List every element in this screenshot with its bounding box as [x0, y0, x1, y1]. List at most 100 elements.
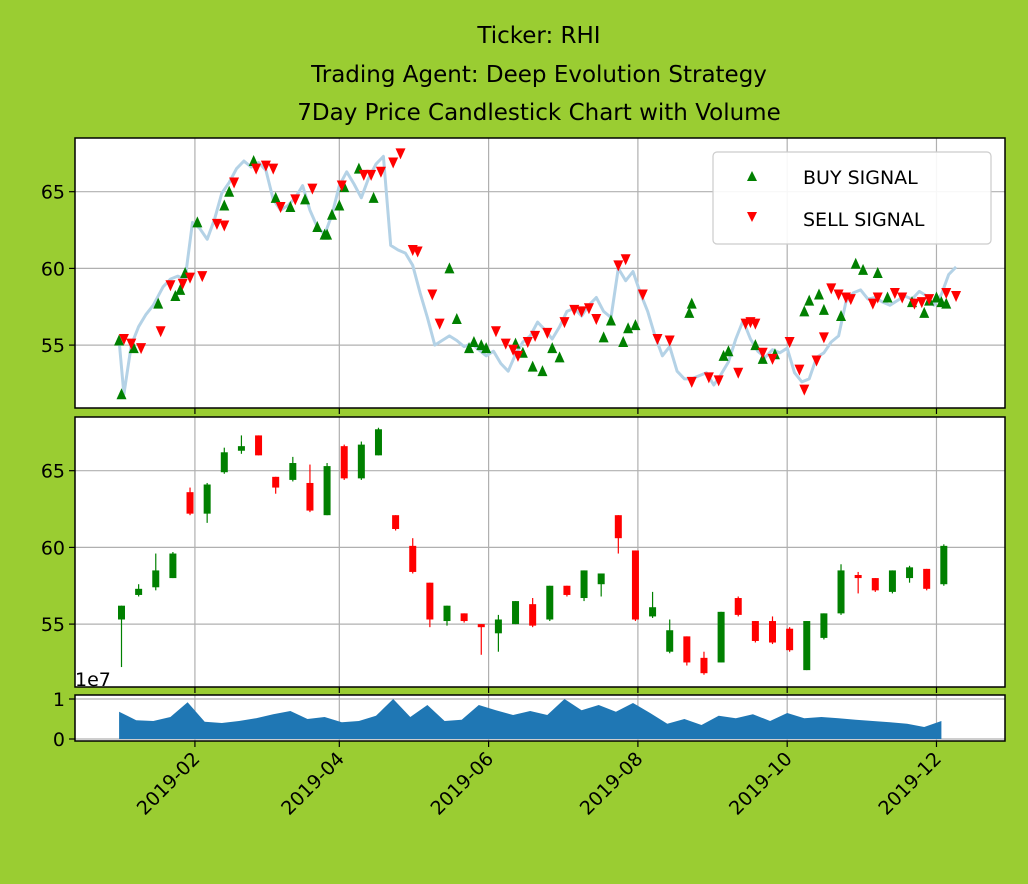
signal-markers	[114, 148, 962, 400]
sell-signal-marker	[620, 254, 631, 266]
buy-signal-marker	[334, 199, 345, 211]
sell-signal-marker	[388, 157, 399, 169]
buy-signal-marker	[175, 283, 186, 295]
candle-body	[409, 545, 417, 572]
sell-signal-marker	[951, 291, 962, 303]
buy-signal-marker	[799, 305, 810, 317]
sell-signal-marker	[872, 292, 883, 304]
candle-body	[940, 545, 948, 585]
candles-layer	[118, 427, 948, 675]
buy-signal-marker	[818, 303, 829, 315]
candle-body	[666, 630, 674, 652]
candle-body	[683, 636, 691, 663]
candle-body	[700, 657, 708, 674]
buy-signal-marker	[468, 336, 479, 348]
candle-body	[135, 588, 143, 595]
candle-body	[906, 567, 914, 579]
price-panel-y-ticks: 55 60 65	[41, 182, 75, 357]
buy-signal-marker	[444, 262, 455, 274]
sell-signal-marker	[290, 194, 301, 206]
buy-signal-marker	[814, 288, 824, 300]
buy-signal-marker	[605, 314, 616, 326]
volume-area	[119, 699, 942, 739]
candle-body	[220, 452, 228, 473]
sell-signal-marker	[818, 332, 829, 344]
candle-body	[734, 598, 742, 615]
sell-signal-marker	[165, 280, 176, 292]
candle-body	[357, 444, 365, 479]
sell-signal-marker	[767, 353, 778, 365]
buy-signal-marker	[882, 291, 893, 303]
buy-signal-marker	[527, 360, 538, 372]
buy-signal-marker	[322, 228, 333, 240]
sell-signal-marker	[811, 355, 822, 367]
buy-signal-marker	[723, 345, 734, 357]
candle-body	[751, 621, 759, 641]
buy-signal-marker	[326, 208, 337, 220]
candle-body	[477, 624, 485, 628]
sell-signal-marker	[686, 376, 697, 388]
sell-signal-marker	[375, 166, 386, 178]
y-tick-label: 0	[53, 729, 65, 751]
sell-signal-marker	[750, 318, 761, 330]
sell-signal-marker	[583, 303, 594, 315]
candlestick-panel: 55 60 65	[41, 416, 1006, 693]
volume-area-layer	[119, 699, 942, 739]
sell-signal-marker	[757, 347, 768, 359]
candle-body	[203, 484, 211, 514]
y-tick-label: 65	[41, 461, 65, 483]
sell-signal-marker	[358, 169, 369, 181]
sell-signal-marker	[522, 337, 533, 349]
sell-signal-marker	[924, 294, 935, 306]
sell-signal-marker	[713, 375, 724, 387]
candle-body	[306, 482, 314, 511]
sell-signal-marker	[591, 314, 602, 326]
sell-signal-marker	[177, 278, 188, 290]
buy-signal-marker	[451, 313, 462, 325]
sell-signal-marker	[664, 335, 675, 347]
sell-signal-marker	[268, 163, 279, 175]
legend-sell-label: SELL SIGNAL	[803, 209, 925, 231]
buy-signal-marker	[116, 388, 127, 400]
buy-signal-marker	[836, 309, 847, 321]
sell-signal-marker	[229, 177, 240, 189]
sell-signal-marker	[197, 271, 208, 283]
legend: BUY SIGNAL SELL SIGNAL	[712, 151, 992, 245]
buy-signal-marker	[270, 191, 281, 203]
sell-signal-marker	[395, 148, 406, 160]
buy-signal-marker	[153, 297, 164, 309]
sell-signal-marker	[126, 338, 137, 350]
sell-signal-marker	[576, 306, 587, 318]
candle-body	[169, 553, 177, 579]
y-tick-label: 65	[41, 182, 65, 204]
candle-body	[512, 601, 520, 625]
sell-signal-marker	[941, 287, 952, 299]
sell-signal-marker	[434, 318, 445, 330]
candle-body	[272, 476, 280, 488]
legend-buy-marker-icon	[747, 171, 757, 181]
buy-signal-marker	[804, 294, 815, 306]
buy-signal-marker	[858, 263, 869, 275]
sell-signal-marker	[542, 327, 553, 339]
sell-signal-marker	[251, 163, 262, 175]
candlestick-panel-y-ticks: 55 60 65	[41, 461, 75, 636]
candlestick-panel-background	[75, 417, 1005, 687]
sell-signal-marker	[275, 202, 286, 214]
buy-signal-marker	[170, 290, 181, 302]
volume-panel-frame	[74, 694, 1006, 742]
candle-body	[631, 550, 639, 620]
candle-body	[786, 628, 794, 651]
sell-signal-marker	[219, 220, 230, 232]
volume-panel-y-ticks: 01	[53, 689, 75, 751]
buy-signal-marker	[224, 185, 235, 197]
candlestick-panel-frame	[74, 416, 1006, 688]
sell-signal-marker	[427, 289, 438, 301]
buy-signal-marker	[919, 306, 930, 318]
sell-signal-marker	[260, 160, 271, 172]
sell-signal-marker	[897, 292, 908, 304]
candle-body	[374, 429, 382, 456]
candle-body	[597, 573, 605, 585]
candle-body	[854, 575, 862, 579]
sell-signal-marker	[366, 169, 377, 181]
